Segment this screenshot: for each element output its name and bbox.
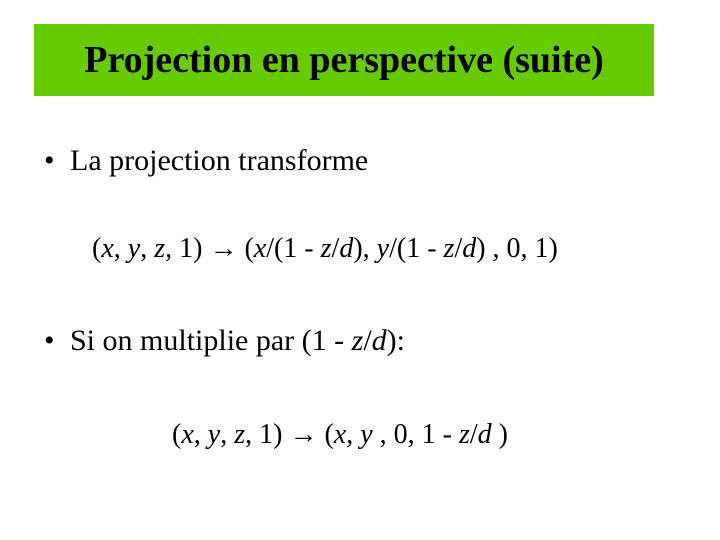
bullet-2-text: Si on multiplie par (1 - z/d):: [70, 324, 405, 358]
bullet-1-text: La projection transforme: [70, 144, 368, 178]
slide-title-bar: Projection en perspective (suite): [34, 24, 654, 96]
bullet-2-mark: •: [44, 324, 70, 358]
slide-title-text: Projection en perspective (suite): [84, 38, 604, 82]
formula-1: (x, y, z, 1) → (x/(1 - z/d), y/(1 - z/d)…: [92, 232, 558, 265]
bullet-2: • Si on multiplie par (1 - z/d):: [44, 324, 405, 358]
bullet-1-mark: •: [44, 144, 70, 178]
formula-2: (x, y, z, 1) → (x, y , 0, 1 - z/d ): [172, 418, 508, 451]
bullet-1: • La projection transforme: [44, 144, 368, 178]
